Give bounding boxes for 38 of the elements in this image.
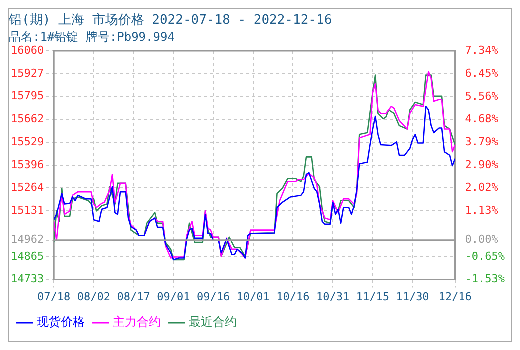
x-tick-label: 10/16	[276, 290, 310, 304]
y2-tick-label: -0.65%	[465, 250, 506, 263]
y-tick-label: 15795	[10, 90, 44, 103]
x-tick-label: 12/16	[438, 290, 472, 304]
y2-tick-label: 2.02%	[465, 181, 499, 194]
y-tick-label: 15927	[10, 66, 44, 80]
x-tick-label: 08/02	[77, 290, 111, 304]
legend-label: 现货价格	[37, 315, 85, 330]
x-tick-label: 11/30	[396, 290, 430, 304]
y-tick-label: 16060	[10, 44, 44, 57]
x-tick-label: 07/18	[38, 290, 71, 304]
legend-label: 最近合约	[189, 315, 237, 330]
y-tick-label: 15662	[10, 112, 44, 126]
chart-subtitle: 品名:1#铅锭 牌号:Pb99.994	[9, 30, 175, 44]
y2-tick-label: 7.34%	[465, 44, 499, 57]
y-tick-label: 15264	[10, 181, 44, 194]
y2-tick-label: 5.56%	[465, 90, 499, 103]
chart-title: 铅(期) 上海 市场价格 2022-07-18 - 2022-12-16	[8, 13, 332, 28]
y2-tick-label: 6.45%	[465, 66, 499, 80]
legend-label: 主力合约	[113, 315, 161, 330]
y-tick-label: 15396	[10, 158, 44, 172]
y2-tick-label: 3.79%	[465, 135, 499, 148]
y-tick-label: 14962	[10, 233, 44, 246]
y2-tick-label: 1.13%	[465, 204, 499, 218]
x-tick-label: 08/17	[117, 290, 150, 304]
x-tick-label: 11/15	[356, 290, 390, 304]
x-tick-label: 09/01	[157, 290, 190, 304]
y2-tick-label: -1.53%	[465, 272, 506, 286]
y-tick-label: 15529	[10, 135, 44, 148]
y2-tick-label: 0.00%	[465, 233, 499, 246]
y2-tick-label: 4.68%	[465, 112, 499, 126]
y2-tick-label: 2.90%	[465, 158, 499, 172]
x-tick-label: 10/01	[236, 290, 270, 304]
y-tick-label: 14733	[10, 272, 44, 286]
y-tick-label: 14865	[10, 250, 44, 263]
x-tick-label: 09/16	[196, 290, 230, 304]
x-tick-label: 10/31	[316, 290, 350, 304]
y-tick-label: 15131	[10, 204, 44, 218]
